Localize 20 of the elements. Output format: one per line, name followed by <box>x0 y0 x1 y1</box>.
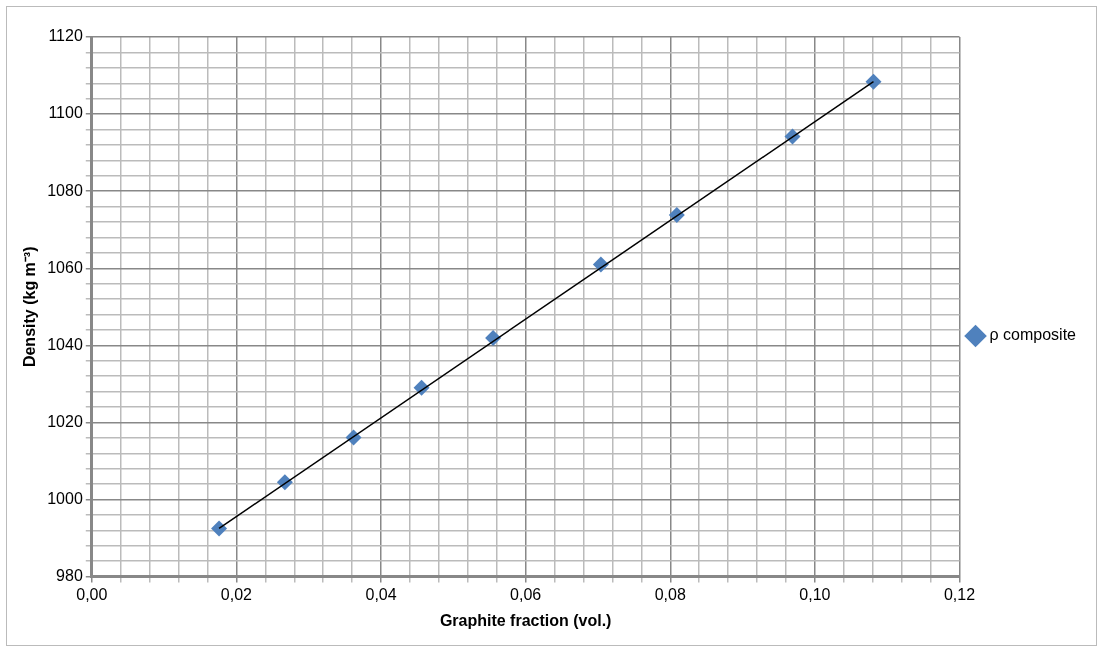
x-tick-label: 0,10 <box>799 585 831 603</box>
x-tick-label: 0,06 <box>510 585 542 603</box>
point <box>865 73 882 90</box>
y-tick-label: 1000 <box>47 489 83 507</box>
y-tick-label: 1100 <box>48 104 83 122</box>
y-tick-label: 1080 <box>47 181 83 199</box>
y-tick-label: 1020 <box>47 412 83 430</box>
y-tick-label: 1040 <box>47 335 83 353</box>
y-tick-label: 980 <box>56 567 83 585</box>
x-tick-label: 0,04 <box>365 585 397 603</box>
y-axis-title: Density (kg m⁻³) <box>21 246 39 368</box>
x-tick-label: 0,08 <box>654 585 686 603</box>
x-tick-label: 0,00 <box>76 585 108 603</box>
point <box>211 520 228 537</box>
x-axis-title: Graphite fraction (vol.) <box>439 611 612 629</box>
y-tick-label: 1060 <box>47 258 83 276</box>
y-tick-label: 1120 <box>48 27 83 45</box>
legend-label: ρ composite <box>989 326 1077 344</box>
x-tick-label: 0,12 <box>943 585 976 603</box>
x-tick-label: 0,02 <box>220 585 253 603</box>
